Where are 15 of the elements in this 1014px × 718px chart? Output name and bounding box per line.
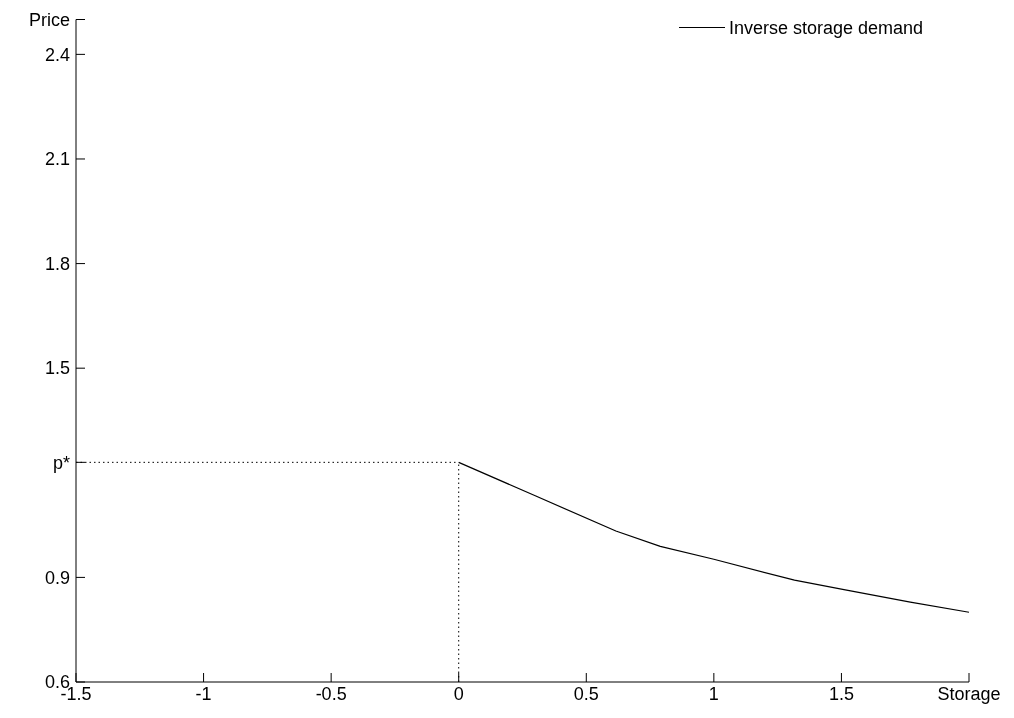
x-tick-label: 1 xyxy=(708,684,719,704)
y-tick-label: 0.9 xyxy=(44,567,70,588)
y-tick-label: 2.4 xyxy=(44,44,70,65)
x-tick-label: -1 xyxy=(195,684,212,704)
legend-label: Inverse storage demand xyxy=(729,17,924,38)
x-tick-label: 0 xyxy=(453,684,464,704)
y-tick-label: 1.8 xyxy=(44,253,70,274)
y-axis-title: Price xyxy=(28,9,70,30)
y-tick-label: 2.1 xyxy=(44,149,70,170)
y-tick-label: p* xyxy=(52,452,70,473)
x-tick-label: 1.5 xyxy=(828,684,854,704)
x-tick-label: 0.5 xyxy=(573,684,599,704)
x-tick-label: -0.5 xyxy=(315,684,347,704)
x-axis-title: Storage xyxy=(937,684,1001,704)
y-tick-label: 1.5 xyxy=(44,358,70,379)
